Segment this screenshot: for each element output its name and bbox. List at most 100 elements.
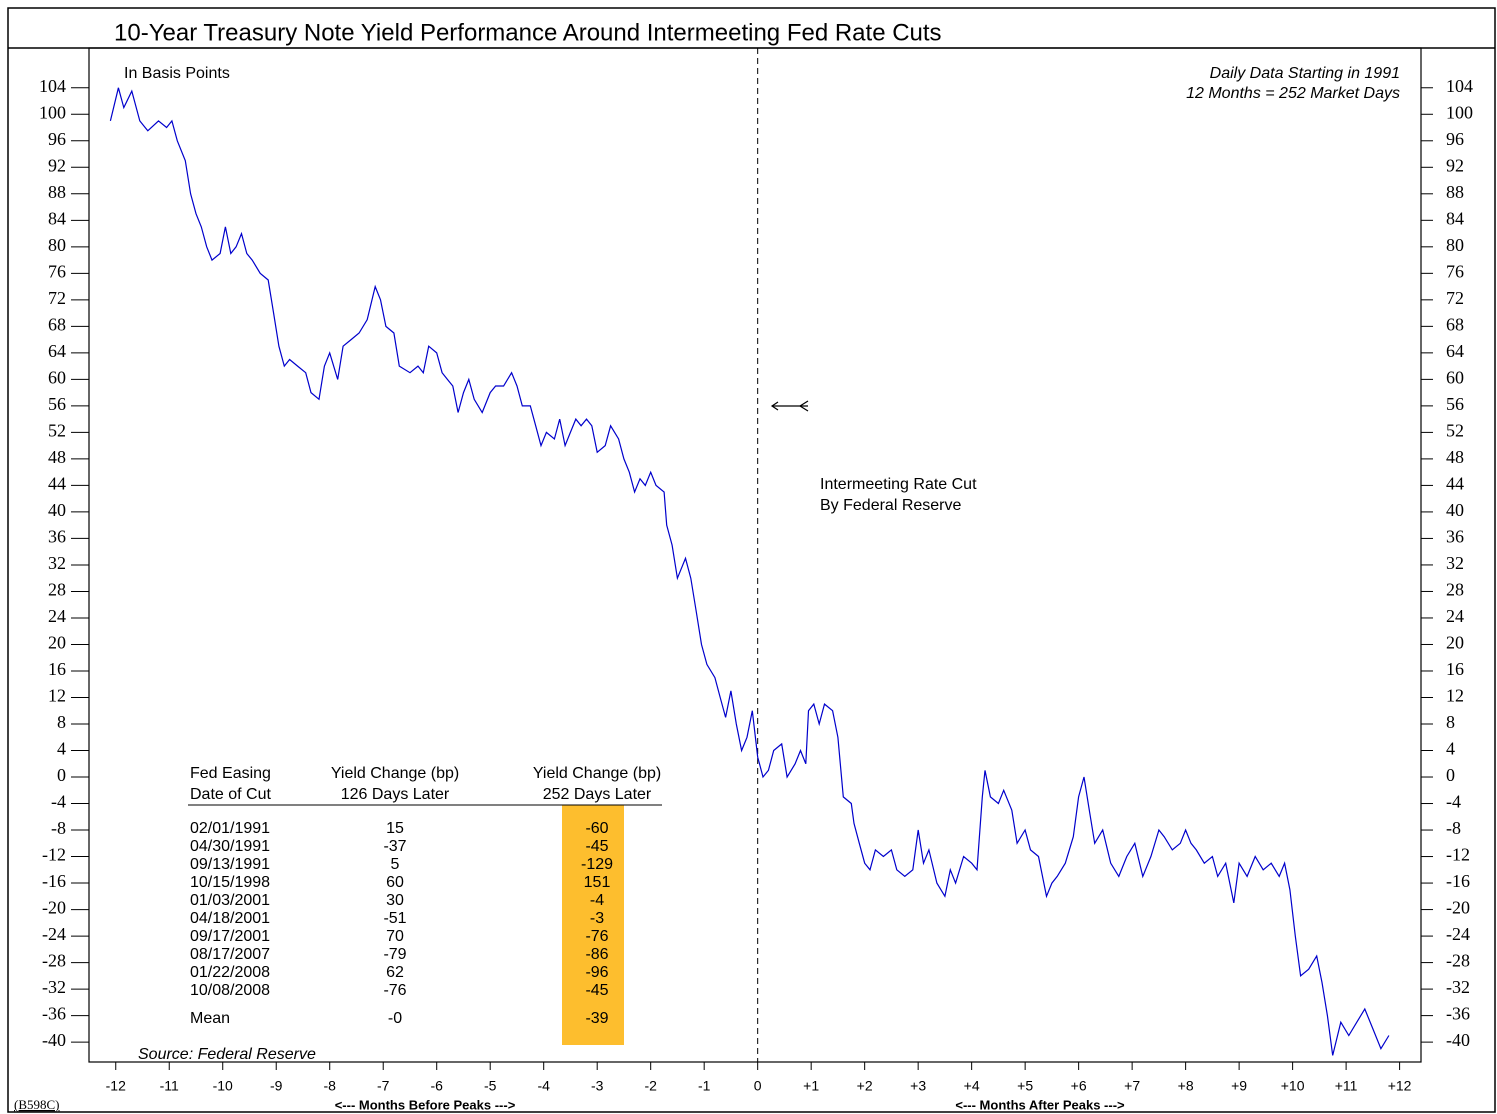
y2-tick-label: 80 [1446, 235, 1464, 255]
table-header: 252 Days Later [543, 786, 652, 803]
y2-tick-label: -16 [1446, 871, 1470, 891]
y2-tick-label: 8 [1446, 712, 1455, 732]
x-tick-label: -9 [270, 1078, 283, 1094]
y-tick-label: 36 [48, 527, 66, 547]
y2-tick-label: 20 [1446, 633, 1464, 653]
x-tick-label: +2 [857, 1078, 873, 1094]
y2-tick-label: 4 [1446, 739, 1455, 759]
y-tick-label: -20 [42, 898, 66, 918]
y2-tick-label: 32 [1446, 553, 1464, 573]
y-tick-label: 40 [48, 500, 66, 520]
table-cell: 04/30/1991 [190, 838, 270, 855]
table-mean: -0 [388, 1010, 402, 1027]
chart-title: 10-Year Treasury Note Yield Performance … [114, 19, 942, 46]
yield-line [109, 87, 1390, 1056]
x-tick-label: -6 [430, 1078, 443, 1094]
table-cell: 01/03/2001 [190, 892, 270, 909]
x-tick-label: +1 [803, 1078, 819, 1094]
x-tick-label: +5 [1017, 1078, 1033, 1094]
y-tick-label: 28 [48, 580, 66, 600]
y-tick-label: -32 [42, 977, 66, 997]
y-tick-label: 104 [39, 76, 66, 96]
table-cell: 08/17/2007 [190, 946, 270, 963]
table-cell: 151 [584, 874, 611, 891]
table-cell: -129 [581, 856, 613, 873]
y2-tick-label: -40 [1446, 1030, 1470, 1050]
table-cell: 5 [391, 856, 400, 873]
x-tick-label: +12 [1388, 1078, 1412, 1094]
table-highlight [562, 805, 624, 1045]
table-cell: 09/13/1991 [190, 856, 270, 873]
event-label: Intermeeting Rate Cut [820, 476, 977, 493]
y2-tick-label: -4 [1446, 792, 1461, 812]
y2-tick-label: 44 [1446, 474, 1464, 494]
y2-tick-label: 28 [1446, 580, 1464, 600]
x-tick-label: -1 [698, 1078, 711, 1094]
y-tick-label: -12 [42, 845, 66, 865]
data-note: Daily Data Starting in 1991 [1210, 65, 1400, 82]
table-cell: -79 [383, 946, 406, 963]
table-cell: 01/22/2008 [190, 964, 270, 981]
y-tick-label: -8 [51, 818, 66, 838]
table-header: Yield Change (bp) [533, 765, 661, 782]
y2-tick-label: -8 [1446, 818, 1461, 838]
x-tick-label: -7 [377, 1078, 390, 1094]
event-label: By Federal Reserve [820, 497, 961, 514]
x-tick-label: -11 [160, 1078, 179, 1094]
y-tick-label: 20 [48, 633, 66, 653]
y2-tick-label: 104 [1446, 76, 1473, 96]
table-cell: -86 [585, 946, 608, 963]
table-header: Fed Easing [190, 765, 271, 782]
y2-tick-label: -36 [1446, 1004, 1470, 1024]
table-header: Yield Change (bp) [331, 765, 459, 782]
x-tick-label: -2 [644, 1078, 657, 1094]
plot-frame [88, 47, 1422, 1063]
table-cell: -51 [383, 910, 406, 927]
y-tick-label: 68 [48, 314, 66, 334]
y2-tick-label: 92 [1446, 155, 1464, 175]
y2-tick-label: 16 [1446, 659, 1464, 679]
table-cell: -96 [585, 964, 608, 981]
outer-frame [7, 7, 1496, 1113]
table-cell: 04/18/2001 [190, 910, 270, 927]
y2-tick-label: 88 [1446, 182, 1464, 202]
y2-tick-label: 56 [1446, 394, 1464, 414]
table-cell: -4 [590, 892, 604, 909]
y-tick-label: 84 [48, 208, 66, 228]
y2-tick-label: 76 [1446, 261, 1464, 281]
y-tick-label: -24 [42, 924, 66, 944]
table-cell: -45 [585, 982, 608, 999]
table-mean: Mean [190, 1010, 230, 1027]
y2-tick-label: 72 [1446, 288, 1464, 308]
units-label: In Basis Points [124, 65, 230, 82]
y-tick-label: 12 [48, 686, 66, 706]
table-cell: 30 [386, 892, 404, 909]
y-tick-label: 56 [48, 394, 66, 414]
y-tick-label: 88 [48, 182, 66, 202]
y-tick-label: 52 [48, 421, 66, 441]
x-tick-label: +9 [1231, 1078, 1247, 1094]
table-cell: -3 [590, 910, 604, 927]
x-tick-label: +11 [1335, 1078, 1358, 1094]
table-cell: 60 [386, 874, 404, 891]
y2-tick-label: -20 [1446, 898, 1470, 918]
y2-tick-label: -12 [1446, 845, 1470, 865]
y-tick-label: 72 [48, 288, 66, 308]
table-header: Date of Cut [190, 786, 271, 803]
y-tick-label: 96 [48, 129, 66, 149]
arrow [770, 400, 809, 412]
table-cell: 10/15/1998 [190, 874, 270, 891]
y-tick-label: 0 [57, 765, 66, 785]
y2-tick-label: 84 [1446, 208, 1464, 228]
y2-tick-label: 40 [1446, 500, 1464, 520]
y-tick-label: 44 [48, 474, 66, 494]
x-tick-label: -8 [323, 1078, 336, 1094]
table-cell: 15 [386, 820, 404, 837]
table-cell: 70 [386, 928, 404, 945]
y-tick-label: -36 [42, 1004, 66, 1024]
y-tick-label: 24 [48, 606, 66, 626]
x-tick-label: -10 [213, 1078, 233, 1094]
chart-code: (B598C) [14, 1097, 60, 1112]
source-note: Source: Federal Reserve [138, 1046, 316, 1063]
